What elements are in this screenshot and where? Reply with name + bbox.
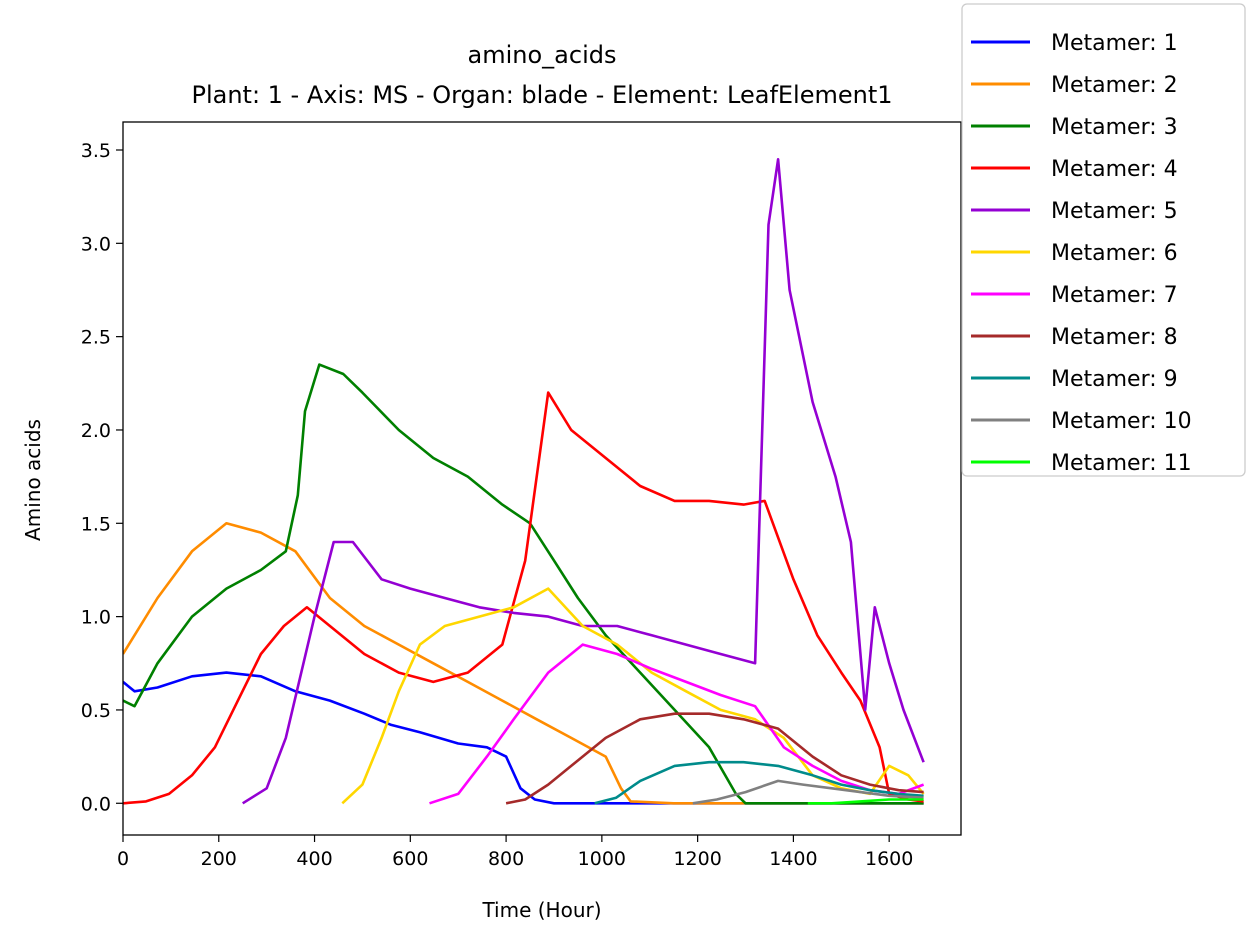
series-line-metamer-4 <box>123 391 924 805</box>
x-axis-label: Time (Hour) <box>481 898 601 922</box>
legend-label: Metamer: 3 <box>1051 115 1178 140</box>
y-axis-label: Amino acids <box>21 419 45 541</box>
x-tick-label: 200 <box>201 848 237 870</box>
series-line-metamer-9 <box>594 760 924 805</box>
series-line-metamer-7 <box>429 643 925 805</box>
series-line-metamer-5 <box>242 158 925 805</box>
y-tick-label: 3.5 <box>81 140 111 162</box>
series-line-metamer-1 <box>123 671 924 805</box>
x-tick-label: 1400 <box>769 848 817 870</box>
legend-label: Metamer: 10 <box>1051 409 1192 434</box>
legend: Metamer: 1 Metamer: 2 Metamer: 3 Metamer: 4… <box>961 3 1246 477</box>
y-tick-label: 1.5 <box>81 513 111 535</box>
x-tick-label: 0 <box>117 848 129 870</box>
legend-label: Metamer: 2 <box>1051 73 1178 98</box>
legend-label: Metamer: 9 <box>1051 367 1178 392</box>
legend-label: Metamer: 4 <box>1051 157 1178 182</box>
legend-label: Metamer: 6 <box>1051 241 1178 266</box>
y-tick-label: 2.0 <box>81 420 111 442</box>
y-tick-label: 0.5 <box>81 700 111 722</box>
x-tick-label: 1000 <box>578 848 626 870</box>
legend-label: Metamer: 8 <box>1051 325 1178 350</box>
legend-box <box>961 3 1246 477</box>
x-tick-label: 1600 <box>865 848 913 870</box>
series-line-metamer-11 <box>807 798 924 805</box>
x-tick-label: 1200 <box>673 848 721 870</box>
chart-title: amino_acids <box>468 41 617 69</box>
x-tick-label: 800 <box>488 848 524 870</box>
legend-label: Metamer: 7 <box>1051 283 1178 308</box>
series-line-metamer-3 <box>123 363 924 805</box>
chart-subtitle: Plant: 1 - Axis: MS - Organ: blade - Ele… <box>191 81 892 109</box>
y-tick-label: 2.5 <box>81 327 111 349</box>
y-tick-label: 0.0 <box>81 793 111 815</box>
series-line-metamer-10 <box>692 779 924 805</box>
series-line-metamer-8 <box>505 712 924 805</box>
x-axis: 0 200 400 600 800 1000 1200 1400 1600 <box>117 835 913 870</box>
legend-label: Metamer: 5 <box>1051 199 1178 224</box>
legend-label: Metamer: 11 <box>1051 451 1192 476</box>
y-tick-label: 1.0 <box>81 607 111 629</box>
chart-title-group: amino_acids Plant: 1 - Axis: MS - Organ:… <box>191 41 892 109</box>
plot-frame <box>122 121 962 836</box>
legend-label: Metamer: 1 <box>1051 31 1178 56</box>
series-layer <box>123 158 925 805</box>
y-axis: 0.0 0.5 1.0 1.5 2.0 2.5 3.0 3.5 <box>81 140 123 815</box>
x-tick-label: 400 <box>296 848 332 870</box>
x-tick-label: 600 <box>392 848 428 870</box>
y-tick-label: 3.0 <box>81 233 111 255</box>
